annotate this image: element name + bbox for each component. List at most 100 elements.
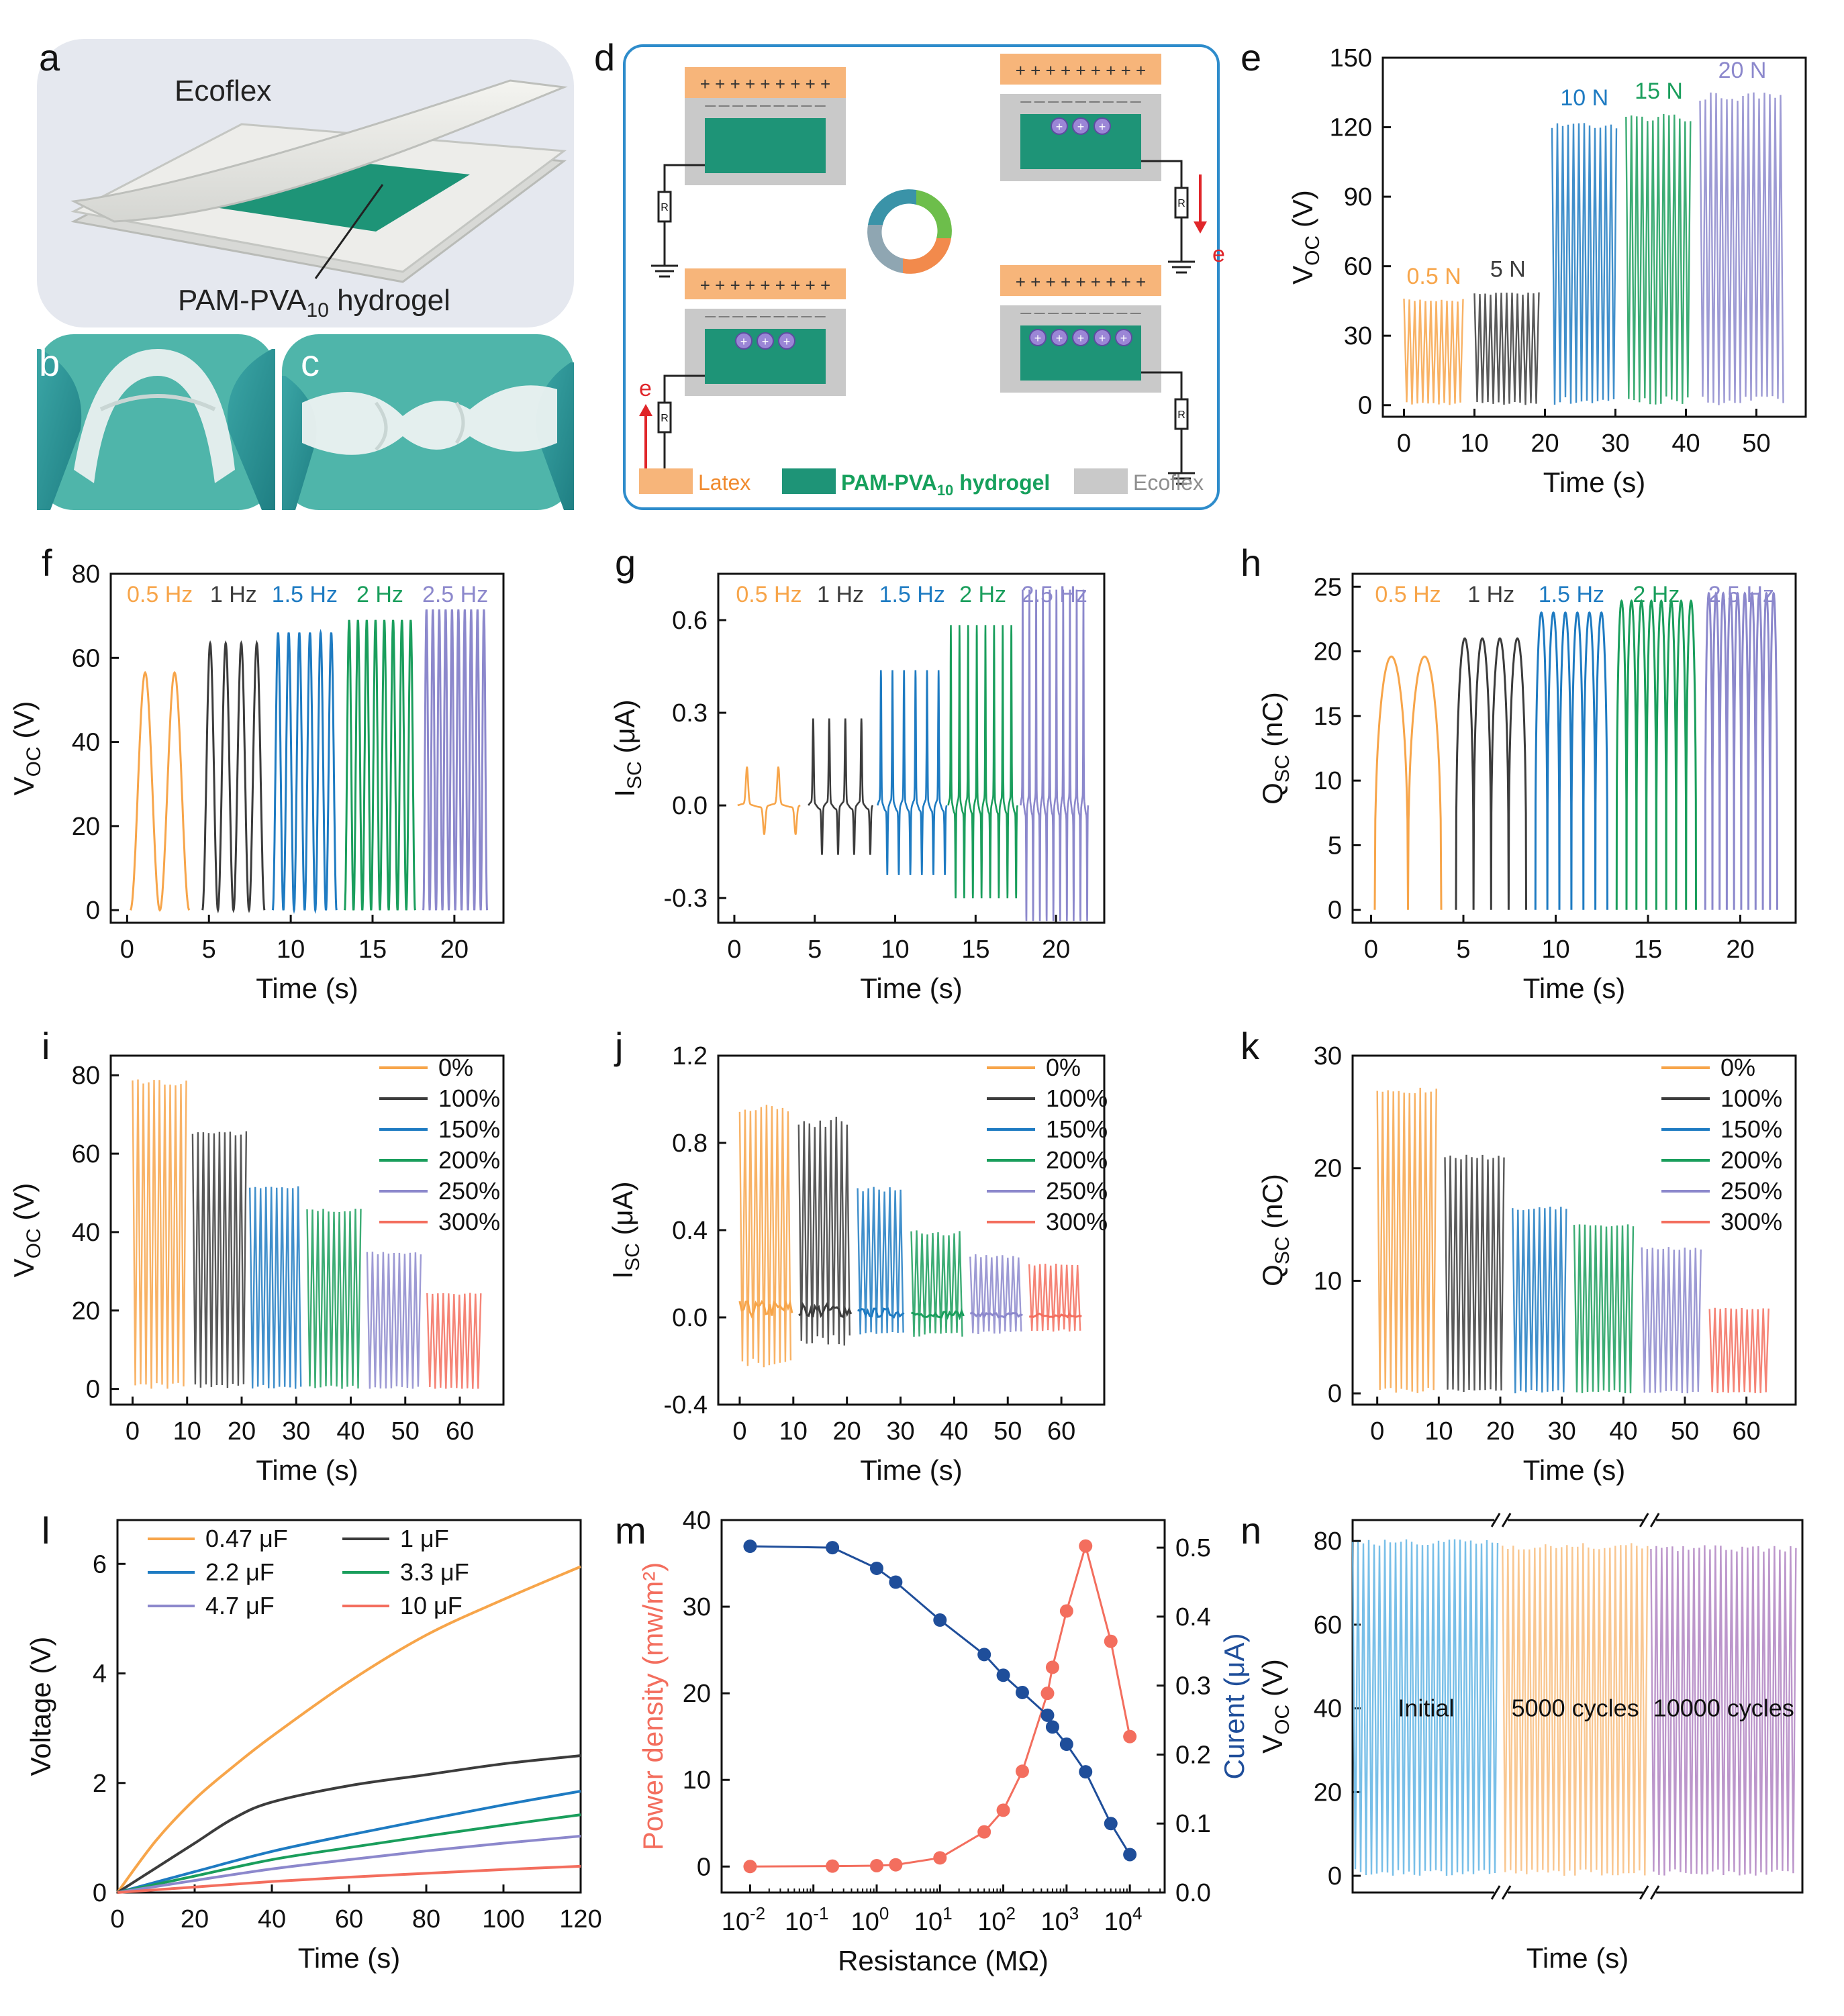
y-axis-label: VOC (V) — [1287, 190, 1324, 285]
panel-letter-f: f — [42, 542, 52, 584]
data-point — [933, 1613, 947, 1627]
axis-break-mark — [1490, 1885, 1501, 1900]
x-axis-label: Time (s) — [256, 1454, 358, 1486]
legend-label: 2.2 μF — [205, 1558, 275, 1586]
panel-letters: a b c d e f g h i j k l m n — [39, 36, 1261, 1552]
series-150% — [857, 1187, 904, 1335]
data-point — [1104, 1817, 1118, 1831]
y-tick-label: 0.0 — [672, 1304, 708, 1332]
x-tick-label: 30 — [1601, 430, 1629, 458]
series-label: 2.5 Hz — [1708, 582, 1774, 607]
chart-n: 0 20 40 60 80 Time (s) VOC (V) Initial 5000 cycl… — [1257, 1513, 1804, 1974]
x-tick-label: 10 — [1424, 1417, 1453, 1446]
series-label: 0.5 Hz — [1375, 582, 1441, 607]
data-point — [1040, 1708, 1055, 1722]
x-tick-label: 0 — [110, 1905, 124, 1933]
series-200% — [910, 1230, 963, 1337]
y-tick-label: 0.6 — [672, 607, 708, 635]
data-point — [826, 1859, 840, 1873]
legend-label: 100% — [438, 1085, 500, 1112]
series-250% — [366, 1252, 422, 1389]
panel-letter-k: k — [1241, 1025, 1260, 1067]
y-tick-label: 10 — [1314, 767, 1342, 795]
legend-label: 150% — [438, 1115, 500, 1143]
data-point — [1079, 1539, 1093, 1553]
y-tick-label: 0 — [1328, 897, 1342, 925]
y-axis-label: Power density (mw/m²) — [637, 1562, 669, 1850]
series-10000 cycles — [1650, 1545, 1797, 1876]
data-point — [889, 1858, 903, 1872]
legend-label: 200% — [438, 1146, 500, 1174]
legend-label: 100% — [1720, 1085, 1782, 1112]
chart-k: 0 10 20 30 40 50 60 0 10 20 30 Time (s) QSC (nC) 0% 10… — [1257, 1042, 1797, 1486]
y-tick-label: 80 — [72, 1062, 100, 1090]
x-tick-label: 5 — [1456, 936, 1470, 964]
x-tick-label: 20 — [440, 936, 469, 964]
plot-frame — [109, 1054, 505, 1406]
panel-letter-i: i — [42, 1025, 50, 1067]
y-tick-label: 0 — [86, 1376, 100, 1404]
y-tick-label: -0.3 — [664, 885, 708, 913]
legend-latex-label: Latex — [698, 470, 750, 495]
y-tick-label: 150 — [1330, 44, 1372, 72]
resistor-label: R — [1177, 198, 1185, 209]
axis-break-mark — [1490, 1513, 1501, 1527]
y-tick-label: 15 — [1314, 703, 1342, 731]
x-axis-label: Time (s) — [1526, 1942, 1629, 1974]
y-tick-label: 6 — [93, 1550, 107, 1578]
ion-charge: + — [1077, 120, 1085, 134]
positive-charges: + + + + + + + + + — [700, 275, 830, 295]
legend-label: 300% — [438, 1208, 500, 1236]
axis-break-mark — [1649, 1885, 1660, 1900]
electron-label: e — [1212, 242, 1225, 267]
series-Initial — [1351, 1539, 1499, 1876]
x-tick-label: 104 — [1104, 1903, 1143, 1936]
series-label: 15 N — [1635, 79, 1683, 104]
y-axis-label: Voltage (V) — [25, 1637, 56, 1776]
axis-break-mark — [1501, 1885, 1512, 1900]
legend-label: 1 μF — [400, 1525, 449, 1552]
data-point — [977, 1648, 991, 1662]
legend-label: 200% — [1720, 1146, 1782, 1174]
y-axis-label: ISC (μA) — [609, 699, 646, 797]
series-1 μF — [116, 1754, 581, 1894]
y-tick-label: 0.0 — [672, 792, 708, 820]
data-point — [1079, 1765, 1093, 1779]
legend-label: 100% — [1046, 1085, 1108, 1112]
series-label: 2 Hz — [959, 582, 1006, 607]
y-tick-label: 20 — [72, 813, 100, 841]
data-point — [826, 1541, 840, 1555]
y-tick-label: 20 — [1314, 1778, 1342, 1807]
series-250% — [969, 1254, 1022, 1335]
series-300% — [426, 1293, 482, 1389]
chart-l: 0 20 40 60 80 100 120 0 2 4 6 Time (s) Voltage (V) 0.… — [25, 1519, 602, 1974]
series-2 Hz — [947, 625, 1018, 899]
y-tick-label: 60 — [1314, 1611, 1342, 1640]
y-tick-label: 0 — [86, 897, 100, 925]
series-0.5 Hz — [130, 670, 191, 912]
legend-label: 0% — [1720, 1054, 1755, 1081]
ion — [1094, 329, 1111, 346]
data-point — [743, 1860, 757, 1874]
x-tick-label: 10 — [881, 936, 909, 964]
series-label: 1.5 Hz — [879, 582, 945, 607]
y-tick-label: 40 — [72, 729, 100, 757]
chart-e: 0 10 20 30 40 50 0 30 60 90 120 150 Time (s) VOC (V) 0… — [1287, 44, 1807, 498]
series-10 N — [1551, 123, 1618, 405]
series-150% — [249, 1186, 302, 1389]
photo-a-bottom-label: PAM-PVA10 hydrogel — [178, 284, 450, 321]
data-point — [743, 1540, 757, 1554]
x-axis-label: Time (s) — [860, 972, 962, 1004]
plot-frame — [1351, 572, 1797, 924]
series-label: 0.5 Hz — [736, 582, 802, 607]
wire — [1141, 371, 1183, 473]
y-tick-label: 40 — [683, 1507, 711, 1535]
ion — [1094, 117, 1111, 135]
y2-tick-label: 0.0 — [1175, 1879, 1211, 1907]
resistor-label: R — [661, 202, 669, 213]
series-100% — [191, 1131, 248, 1389]
x-tick-label: 10-1 — [785, 1903, 828, 1936]
plot-frame — [109, 572, 505, 924]
legend-label: 300% — [1046, 1208, 1108, 1236]
axis-break-mark — [1501, 1513, 1512, 1527]
